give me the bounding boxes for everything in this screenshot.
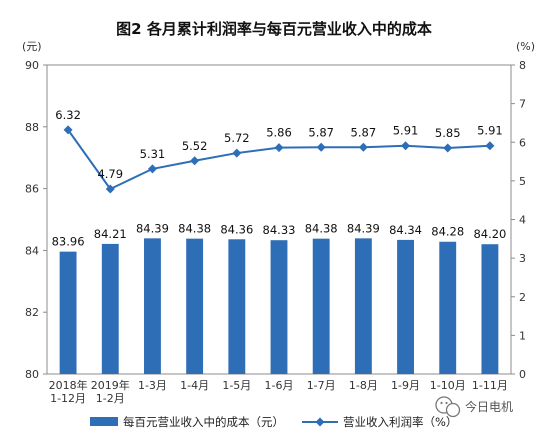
left-tick-label: 86	[25, 183, 39, 196]
line-value-label: 6.32	[55, 108, 81, 122]
chart-title: 图2 各月累计利润率与每百元营业收入中的成本	[116, 20, 432, 38]
bar	[397, 239, 414, 374]
line-point	[274, 143, 284, 153]
bar	[439, 241, 457, 374]
category-label: 1-9月	[391, 379, 420, 392]
line-point	[232, 148, 242, 158]
category-label: 1-6月	[265, 379, 294, 392]
right-tick-label: 3	[519, 252, 526, 265]
bar-value-label: 84.34	[389, 223, 422, 237]
right-tick-label: 0	[519, 368, 526, 381]
right-tick-label: 4	[519, 214, 526, 227]
legend-line-label: 营业收入利润率（%）	[343, 415, 457, 429]
line-value-label: 5.87	[351, 125, 377, 139]
bar-value-label: 83.96	[52, 235, 85, 249]
line-value-label: 5.91	[477, 124, 503, 138]
bar-value-label: 84.21	[94, 227, 127, 241]
right-tick-label: 5	[519, 175, 526, 188]
line-value-label: 5.91	[393, 124, 419, 138]
line-point	[316, 142, 326, 152]
line-value-label: 5.86	[266, 126, 292, 140]
left-tick-label: 88	[25, 121, 39, 134]
category-label: 2019年	[91, 378, 130, 392]
line-value-label: 5.52	[182, 139, 208, 153]
legend-bar-label: 每百元营业收入中的成本（元）	[123, 415, 284, 429]
line-point	[63, 125, 73, 135]
line-point	[485, 141, 495, 151]
bar-value-label: 84.38	[305, 222, 338, 236]
left-tick-label: 80	[25, 368, 39, 381]
plot-area: 80 82 84 86 88 90 0 1 2 3 4 5 6 7 8 83.96 84.21 84.39 84.3…	[25, 59, 526, 405]
bar	[228, 239, 246, 374]
line-point	[358, 142, 368, 152]
left-tick-label: 84	[25, 244, 39, 257]
line-point	[105, 184, 115, 194]
category-label: 1-12月	[50, 392, 86, 405]
legend-bar-swatch	[90, 417, 118, 426]
bar-value-label: 84.36	[220, 222, 253, 236]
bar-value-label: 84.33	[263, 223, 296, 237]
left-tick-label: 90	[25, 59, 39, 72]
line-value-label: 5.87	[308, 125, 334, 139]
right-axis-unit: (%)	[516, 40, 535, 53]
right-tick-label: 1	[519, 329, 526, 342]
right-tick-label: 7	[519, 98, 526, 111]
bar-value-label: 84.28	[431, 225, 464, 239]
line-point	[147, 164, 157, 174]
legend: 每百元营业收入中的成本（元） 营业收入利润率（%）	[90, 415, 457, 429]
category-label: 1-5月	[222, 379, 251, 392]
watermark: 今日电机	[435, 396, 513, 418]
category-label: 1-11月	[472, 379, 508, 392]
line-point	[443, 143, 453, 153]
left-axis-unit: (元)	[22, 40, 42, 53]
category-label: 1-10月	[430, 379, 466, 392]
watermark-text: 今日电机	[465, 399, 513, 414]
right-tick-label: 6	[519, 136, 526, 149]
right-tick-label: 8	[519, 59, 526, 72]
category-label: 2018年	[49, 378, 88, 392]
line-value-label: 5.85	[435, 126, 461, 140]
bar	[186, 238, 204, 374]
bar	[270, 240, 288, 374]
line-value-label: 5.31	[140, 147, 166, 161]
category-label: 1-4月	[180, 379, 209, 392]
bar-value-label: 84.38	[178, 222, 211, 236]
category-label: 1-3月	[138, 379, 167, 392]
bar	[354, 238, 372, 374]
bar	[312, 238, 330, 374]
right-tick-label: 2	[519, 291, 526, 304]
wechat-icon	[435, 396, 461, 418]
bar	[144, 238, 161, 374]
bar-value-label: 84.39	[136, 221, 169, 235]
bar	[101, 243, 119, 374]
category-label: 1-7月	[307, 379, 336, 392]
bar-value-label: 84.39	[347, 221, 380, 235]
category-label: 1-8月	[349, 379, 378, 392]
line-value-label: 4.79	[97, 167, 123, 181]
bar	[481, 244, 499, 374]
line-point	[401, 141, 411, 151]
line-point	[190, 156, 200, 166]
legend-line-marker	[315, 417, 325, 427]
bar	[59, 251, 77, 374]
left-tick-label: 82	[25, 306, 39, 319]
category-label: 1-2月	[96, 392, 125, 405]
line-value-label: 5.72	[224, 131, 250, 145]
bar-value-label: 84.20	[473, 227, 506, 241]
